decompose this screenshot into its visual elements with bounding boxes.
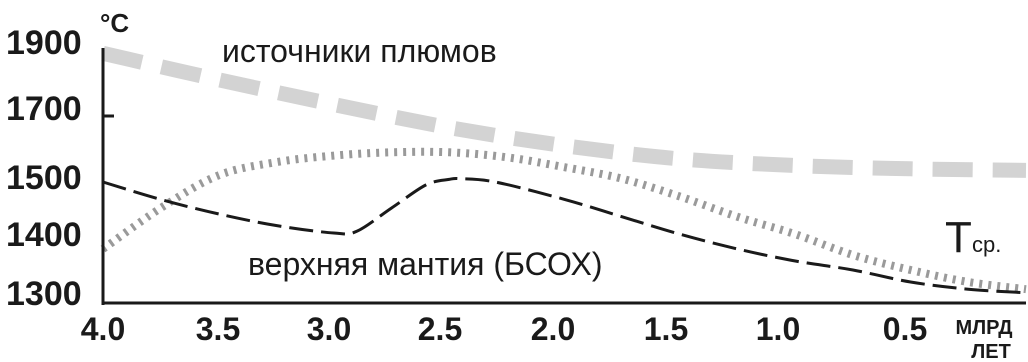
x-unit-label-line1: МЛРД xyxy=(955,317,1012,339)
x-tick-label-2.0: 2.0 xyxy=(531,311,575,347)
series-line-0 xyxy=(101,45,1027,178)
annotation-t-avg-subscript: ср. xyxy=(972,232,1001,257)
x-tick-label-2.5: 2.5 xyxy=(418,311,462,347)
y-unit-label: °C xyxy=(100,8,129,38)
x-tick-label-1.0: 1.0 xyxy=(756,311,800,347)
x-tick-label-0.5: 0.5 xyxy=(883,311,927,347)
x-tick-label-3.0: 3.0 xyxy=(307,311,351,347)
x-tick-label-3.5: 3.5 xyxy=(196,311,240,347)
x-tick-label-1.5: 1.5 xyxy=(644,311,688,347)
annotation-plume-sources: источники плюмов xyxy=(222,33,497,69)
y-tick-label-1700: 1700 xyxy=(6,90,82,128)
y-tick-label-1400: 1400 xyxy=(6,216,82,254)
y-tick-label-1300: 1300 xyxy=(6,275,82,313)
chart-series-layer xyxy=(100,45,1027,295)
x-tick-label-4.0: 4.0 xyxy=(81,311,125,347)
y-tick-label-1500: 1500 xyxy=(6,159,82,197)
x-unit-label-line2: ЛЕТ xyxy=(971,341,1011,362)
annotation-t-avg-symbol: T xyxy=(945,213,972,262)
series-line-1 xyxy=(100,147,1027,294)
series-line-2 xyxy=(102,176,1027,295)
annotation-upper-mantle: верхняя мантия (БСОХ) xyxy=(248,246,602,282)
y-tick-label-1900: 1900 xyxy=(6,24,82,62)
